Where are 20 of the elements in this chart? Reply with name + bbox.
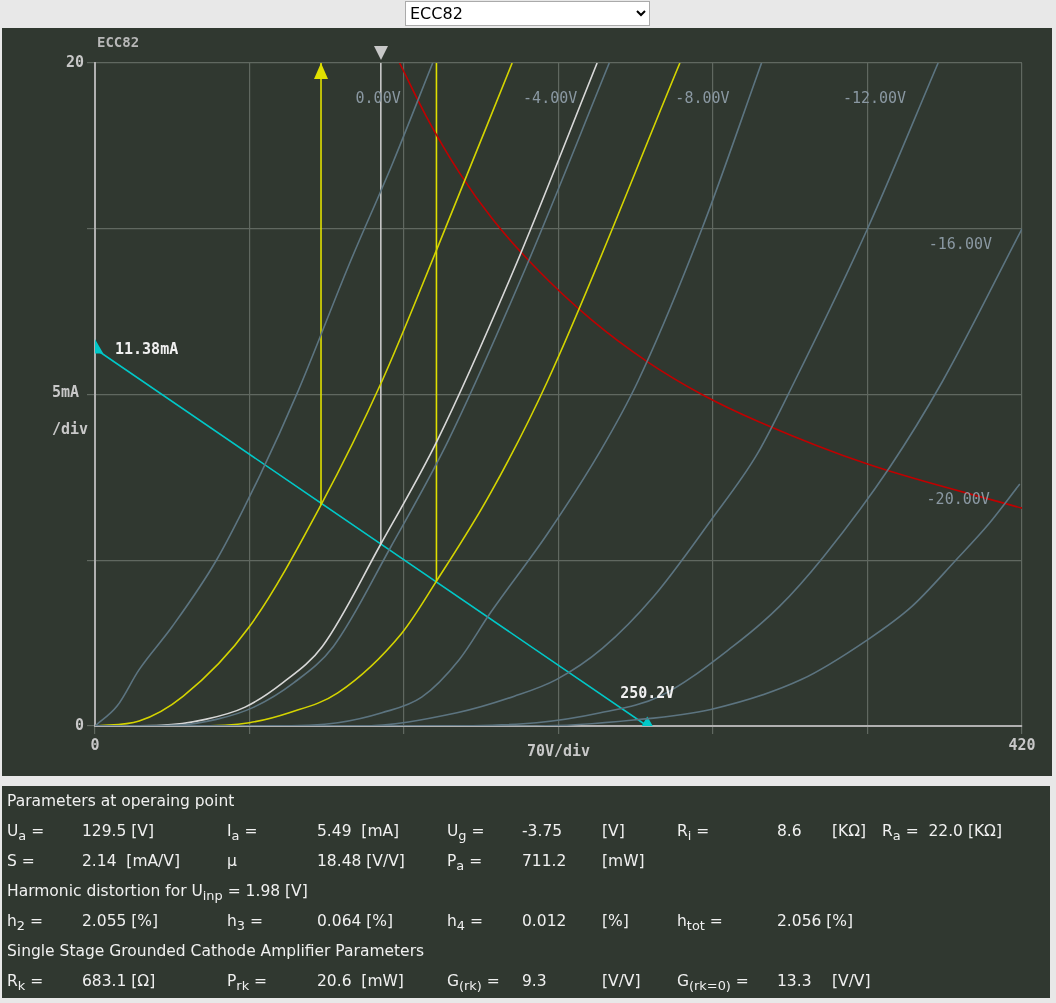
series-label: -16.00V bbox=[928, 234, 992, 253]
text: Single Stage Grounded Cathode Amplifier Parameters bbox=[7, 941, 425, 962]
series-label: -8.00V bbox=[675, 89, 730, 107]
series-label: -20.00V bbox=[926, 490, 990, 509]
text: R$_{k}$ = 683.1 [Ω] P$_{rk}$ = 20.6 [mW] G$_{(rk)}$ = 9.3 [V/V] G$_{(rk=0)}$ = 13.3 [V/V] bbox=[7, 972, 871, 994]
text: S = 2.14 [mA/V] μ 18.48 [V/V] P$_{a}$ = 711.2 [mW] bbox=[7, 852, 645, 874]
text: h$_{2}$ = 2.055 [%] h$_{3}$ = 0.064 [%] h$_{4}$ = 0.012 [%] h$_{tot}$ = 2.056 [%] bbox=[7, 912, 854, 934]
annotation: 250.2V bbox=[620, 684, 675, 702]
model-dropdown: ECC82 bbox=[405, 1, 650, 26]
annotation: 11.38mA bbox=[115, 339, 179, 358]
y-tick-label: 20 bbox=[65, 52, 84, 71]
x-axis-title: 70V/div bbox=[526, 742, 591, 760]
x-tick-label: 420 bbox=[1008, 735, 1036, 754]
chart-title: ECC82 bbox=[97, 34, 140, 50]
text: U$_{a}$ = 129.5 [V] I$_{a}$ = 5.49 [mA] U$_{g}$ = -3.75 [V] R$_{i}$ = 8.6 [KΩ] R$_{a}$ = 22.0 [KΩ] bbox=[7, 822, 1003, 844]
text: Harmonic distortion for U$_{inp}$ = 1.98 [V] bbox=[7, 881, 308, 906]
series-label: -4.00V bbox=[523, 89, 578, 107]
text: 5mA /div bbox=[52, 382, 89, 438]
text: Parameters at operaing point bbox=[7, 791, 235, 812]
series-label: -12.00V bbox=[842, 89, 907, 107]
